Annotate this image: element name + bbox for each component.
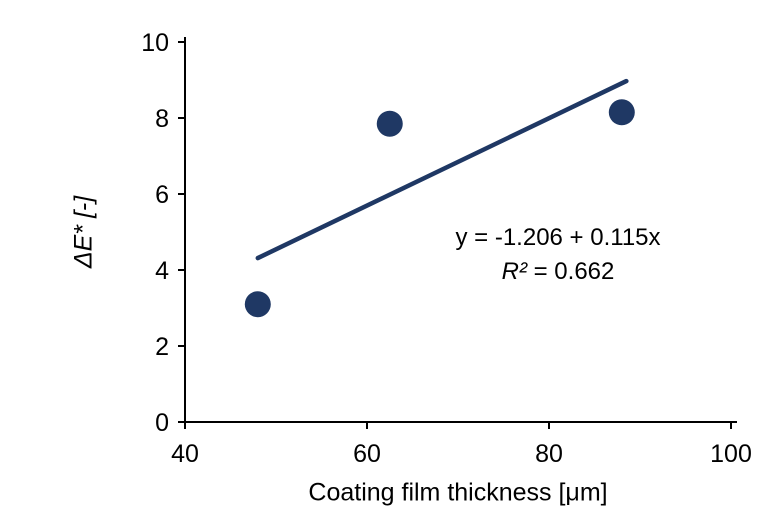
equation-text: y = -1.206 + 0.115x: [455, 224, 661, 251]
x-tick-label: 40: [171, 440, 199, 468]
r-squared-value: = 0.662: [526, 258, 615, 285]
x-tick-label: 100: [710, 440, 752, 468]
y-tick-label: 6: [155, 181, 169, 209]
data-point: [244, 291, 271, 318]
r-squared-text: R² = 0.662: [412, 255, 704, 289]
trendline-annotation: y = -1.206 + 0.115x R² = 0.662: [412, 221, 704, 289]
x-tick-label: 80: [535, 440, 563, 468]
trend-line: [255, 78, 629, 261]
x-axis-title: Coating film thickness [μm]: [308, 478, 608, 507]
y-tick-label: 4: [155, 257, 169, 285]
data-point: [608, 99, 635, 126]
y-tick-label: 10: [141, 29, 169, 57]
y-tick-label: 2: [155, 333, 169, 361]
x-tick-label: 60: [353, 440, 381, 468]
data-point: [376, 110, 403, 137]
r-squared-label: R²: [501, 258, 527, 285]
y-tick-label: 0: [155, 409, 169, 437]
y-tick-label: 8: [155, 105, 169, 133]
y-axis-title: ΔE* [-]: [69, 195, 98, 269]
